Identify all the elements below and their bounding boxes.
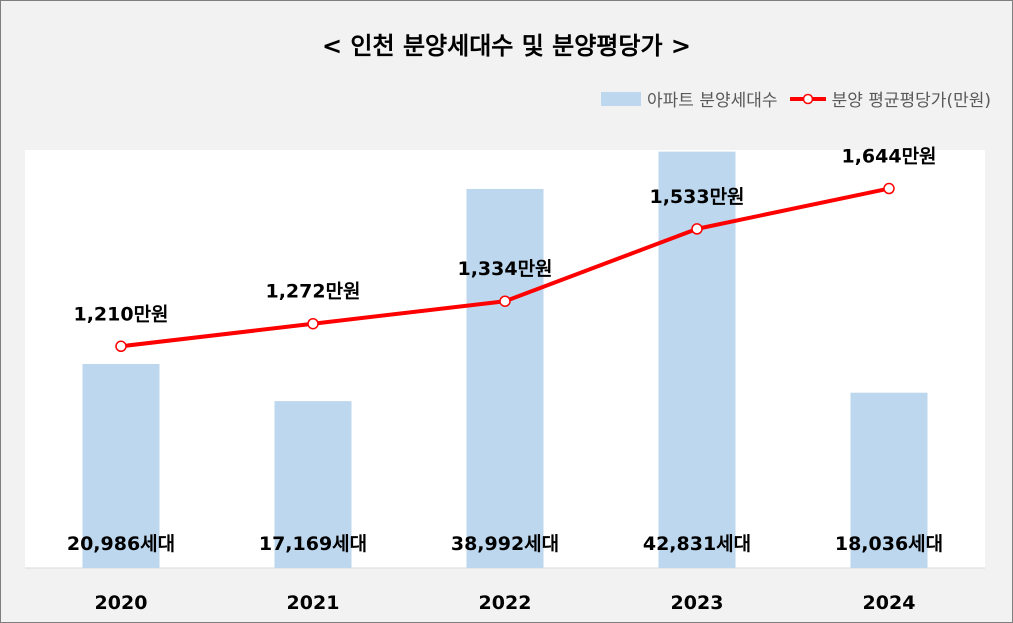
legend-bar-swatch bbox=[601, 91, 642, 106]
legend: 아파트 분양세대수 분양 평균평당가(만원) bbox=[601, 86, 991, 111]
line-data-label: 1,210만원 bbox=[73, 303, 168, 325]
bar bbox=[274, 401, 352, 568]
bar-data-label: 20,986세대 bbox=[67, 533, 175, 555]
line-point bbox=[883, 182, 895, 195]
line-data-label: 1,334만원 bbox=[457, 258, 552, 280]
bar-data-label: 18,036세대 bbox=[835, 533, 943, 555]
bar-data-label: 38,992세대 bbox=[451, 533, 559, 555]
x-tick-label: 2024 bbox=[863, 592, 916, 614]
line-point bbox=[115, 340, 127, 353]
line-point bbox=[691, 223, 703, 235]
bar-data-label: 42,831세대 bbox=[643, 533, 751, 555]
bar bbox=[658, 151, 736, 569]
x-tick-label: 2021 bbox=[287, 592, 340, 614]
x-tick-label: 2020 bbox=[95, 592, 148, 614]
bar-data-label: 17,169세대 bbox=[259, 533, 367, 555]
line-data-label: 1,272만원 bbox=[265, 281, 360, 303]
line-data-label: 1,644만원 bbox=[841, 146, 936, 168]
legend-item-line: 분양 평균평당가(만원) bbox=[778, 86, 991, 111]
x-tick-label: 2023 bbox=[671, 592, 724, 614]
bar bbox=[850, 392, 928, 568]
bar bbox=[82, 363, 160, 568]
line-point bbox=[307, 317, 319, 330]
legend-item-bar: 아파트 분양세대수 bbox=[601, 86, 778, 111]
x-tick-label: 2022 bbox=[479, 592, 532, 614]
legend-line-swatch bbox=[789, 93, 826, 104]
bar bbox=[466, 188, 544, 568]
line-data-label: 1,533만원 bbox=[649, 186, 744, 208]
legend-bar-label: 아파트 분양세대수 bbox=[647, 91, 778, 111]
legend-line-label: 분양 평균평당가(만원) bbox=[831, 91, 991, 111]
line-point bbox=[499, 295, 511, 307]
chart-title: < 인천 분양세대수 및 분양평당가 > bbox=[321, 32, 692, 60]
